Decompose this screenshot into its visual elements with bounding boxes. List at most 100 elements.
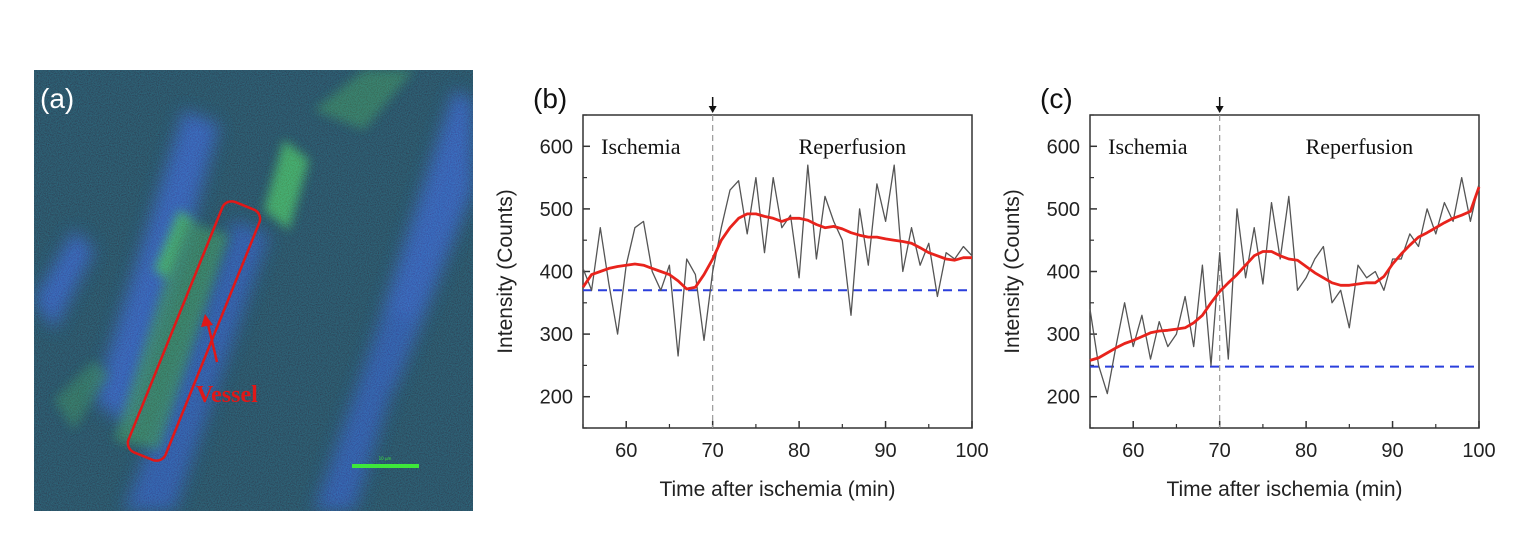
data-point-smoothed: [772, 217, 774, 219]
data-point-raw: [721, 227, 723, 229]
data-point-smoothed: [1167, 330, 1169, 332]
data-point-raw: [885, 221, 887, 223]
data-point-raw: [833, 221, 835, 223]
data-point-smoothed: [1392, 263, 1394, 265]
data-point-raw: [1245, 277, 1247, 279]
x-tick-label: 70: [1209, 440, 1231, 462]
data-point-smoothed: [1228, 282, 1230, 284]
data-point-smoothed: [1470, 211, 1472, 213]
data-point-smoothed: [712, 258, 714, 260]
x-tick-label: 70: [702, 440, 724, 462]
data-point-raw: [1349, 327, 1351, 329]
data-point-smoothed: [893, 239, 895, 241]
data-point-smoothed: [608, 268, 610, 270]
data-point-raw: [928, 243, 930, 245]
data-point-smoothed: [1184, 327, 1186, 329]
data-point-smoothed: [764, 216, 766, 218]
data-point-smoothed: [833, 226, 835, 228]
data-point-raw: [1297, 289, 1299, 291]
data-point-raw: [850, 315, 852, 317]
y-tick-label: 200: [540, 387, 573, 409]
y-tick-label: 300: [1047, 324, 1080, 346]
data-point-raw: [1426, 208, 1428, 210]
region-label-ischemia: Ischemia: [1108, 134, 1188, 159]
data-point-raw: [1461, 177, 1463, 179]
data-point-raw: [703, 340, 705, 342]
data-point-smoothed: [617, 266, 619, 268]
data-point-raw: [1210, 365, 1212, 367]
data-point-raw: [1089, 308, 1091, 310]
data-point-raw: [1184, 296, 1186, 298]
data-point-smoothed: [971, 257, 973, 259]
data-point-raw: [1478, 183, 1480, 185]
series-line-smoothed: [581, 212, 972, 291]
data-point-raw: [859, 208, 861, 210]
data-point-smoothed: [876, 236, 878, 238]
y-tick-label: 500: [1047, 199, 1080, 221]
data-point-smoothed: [660, 271, 662, 273]
vessel-arrowhead: [201, 314, 213, 327]
data-point-smoothed: [703, 274, 705, 276]
data-point-raw: [781, 227, 783, 229]
panel-a-label: (a): [40, 83, 74, 114]
scale-bar-label: 10 μm: [379, 456, 392, 461]
series-line-raw: [582, 164, 973, 357]
data-point-raw: [599, 227, 601, 229]
data-point-raw: [867, 264, 869, 266]
data-point-raw: [1279, 258, 1281, 260]
data-point-smoothed: [669, 274, 671, 276]
y-tick-label: 500: [540, 199, 573, 221]
micrograph-panel: Vessel 10 μm (a): [34, 70, 473, 511]
data-point-raw: [1470, 221, 1472, 223]
data-point-raw: [1392, 258, 1394, 260]
data-point-smoothed: [807, 219, 809, 221]
data-point-smoothed: [790, 217, 792, 219]
data-point-raw: [669, 264, 671, 266]
x-axis-title: Time after ischemia (min): [1166, 478, 1402, 501]
data-point-smoothed: [885, 238, 887, 240]
data-point-smoothed: [686, 288, 688, 290]
data-point-smoothed: [1478, 186, 1480, 188]
data-point-smoothed: [954, 259, 956, 261]
data-point-raw: [1193, 346, 1195, 348]
data-point-raw: [937, 296, 939, 298]
data-point-smoothed: [1383, 276, 1385, 278]
data-point-smoothed: [1426, 232, 1428, 234]
data-point-raw: [842, 239, 844, 241]
data-point-smoothed: [1374, 282, 1376, 284]
data-point-raw: [1158, 321, 1160, 323]
vessel-annotation: Vessel: [196, 382, 258, 408]
data-point-smoothed: [859, 234, 861, 236]
data-point-smoothed: [1210, 302, 1212, 304]
x-tick-label: 60: [1122, 440, 1144, 462]
data-point-raw: [1444, 202, 1446, 204]
data-point-raw: [1340, 289, 1342, 291]
data-point-smoothed: [1444, 222, 1446, 224]
data-point-smoothed: [1089, 360, 1091, 362]
data-point-raw: [816, 258, 818, 260]
data-point-smoothed: [1271, 251, 1273, 253]
x-tick-label: 80: [788, 440, 810, 462]
y-tick-label: 200: [1047, 387, 1080, 409]
data-point-smoothed: [651, 268, 653, 270]
data-point-raw: [1202, 264, 1204, 266]
x-tick-label: 80: [1295, 440, 1317, 462]
data-point-raw: [1400, 258, 1402, 260]
data-point-smoothed: [1150, 332, 1152, 334]
reperfusion-arrowhead: [708, 106, 717, 113]
data-point-smoothed: [591, 274, 593, 276]
data-point-smoothed: [1305, 266, 1307, 268]
data-point-raw: [1132, 346, 1134, 348]
data-point-raw: [729, 189, 731, 191]
data-point-raw: [608, 283, 610, 285]
data-point-smoothed: [919, 247, 921, 249]
data-point-smoothed: [816, 224, 818, 226]
micrograph-image: Vessel 10 μm (a): [34, 70, 473, 511]
panel-label: (b): [533, 83, 567, 114]
series-line-smoothed: [1089, 186, 1481, 362]
data-point-raw: [1150, 358, 1152, 360]
data-point-smoothed: [1331, 282, 1333, 284]
x-tick-label: 100: [955, 440, 988, 462]
data-point-raw: [1452, 221, 1454, 223]
reperfusion-arrowhead: [1215, 106, 1224, 113]
